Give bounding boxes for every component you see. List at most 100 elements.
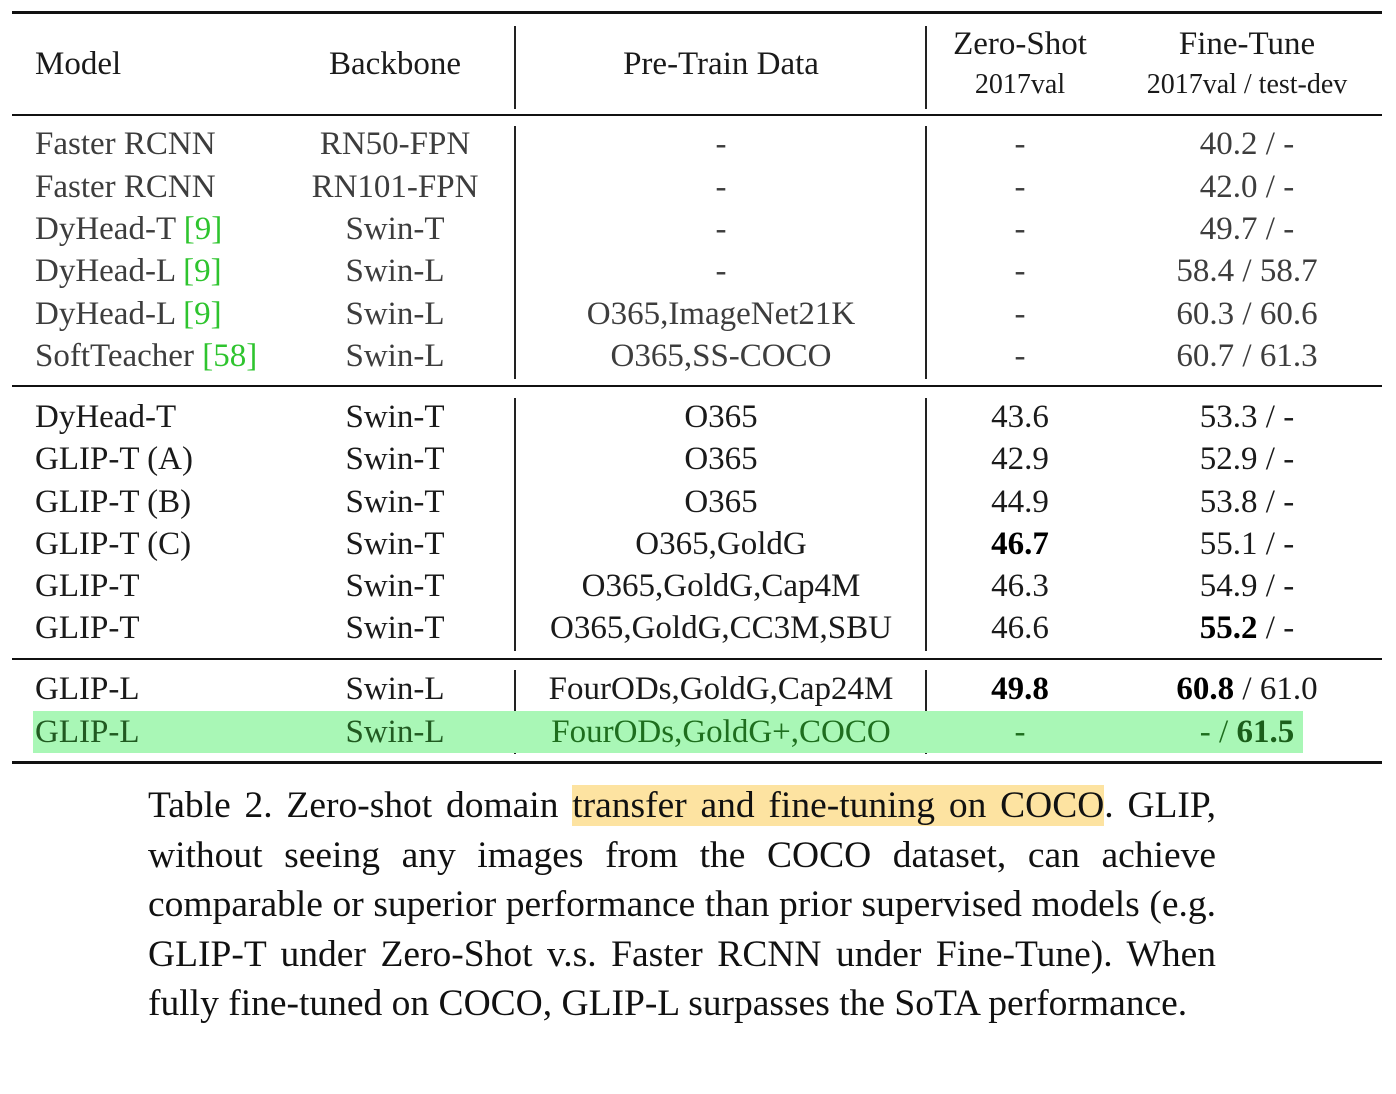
cell-zero-shot: -: [1014, 126, 1026, 162]
cell-zero-shot: 49.8: [930, 668, 1110, 710]
header-fine-tune: Fine-Tune: [1178, 26, 1316, 62]
table-row: Faster RCNN RN101-FPN - - 42.0 / -: [0, 166, 1396, 208]
column-separator: [514, 26, 516, 109]
cell-zero-shot: -: [1014, 338, 1026, 374]
cell-zero-shot: 46.6: [991, 610, 1049, 646]
cell-backbone: Swin-T: [345, 484, 445, 520]
column-separator: [925, 26, 927, 109]
cell-backbone: Swin-L: [345, 714, 445, 750]
cell-fine-tune: 53.3 / -: [1199, 399, 1295, 435]
cell-model: GLIP-T (B): [35, 484, 192, 520]
cell-fine-tune: 40.2 / -: [1199, 126, 1295, 162]
bold-value: 46.7: [991, 526, 1049, 562]
table-row: GLIP-T (A) Swin-T O365 42.9 52.9 / -: [0, 438, 1396, 480]
cell-backbone: Swin-L: [345, 338, 445, 374]
group1-rule: [12, 385, 1382, 387]
bold-value: 55.2: [1199, 610, 1258, 646]
cell-backbone: Swin-T: [345, 399, 445, 435]
caption-highlight: transfer and fine-tuning on COCO: [572, 785, 1105, 826]
cell-backbone: RN101-FPN: [311, 169, 479, 205]
cell-fine-tune: 58.4 / 58.7: [1176, 253, 1318, 289]
table-row: SoftTeacher [58] Swin-L O365,SS-COCO - 6…: [0, 335, 1396, 377]
cell-pretrain-data: O365: [684, 484, 758, 520]
cell-backbone: Swin-T: [345, 610, 445, 646]
cell-zero-shot: 42.9: [991, 441, 1049, 477]
cell-model: Faster RCNN: [35, 126, 216, 162]
header-pretrain-data: Pre-Train Data: [623, 46, 819, 82]
cell-zero-shot: -: [1014, 714, 1026, 750]
cell-model: DyHead-T: [35, 399, 177, 435]
citation-link[interactable]: [9]: [183, 296, 222, 332]
cell-pretrain-data: -: [715, 211, 727, 247]
header-fine-tune-sub: 2017val / test-dev: [1146, 69, 1348, 100]
column-separator: [925, 126, 927, 379]
header-rule: [12, 114, 1382, 116]
cell-model: GLIP-L: [35, 671, 140, 707]
cell-model: DyHead-L [9]: [35, 296, 222, 332]
column-separator: [514, 126, 516, 379]
table-row: GLIP-T Swin-T O365,GoldG,CC3M,SBU 46.6 5…: [0, 607, 1396, 649]
cell-zero-shot: -: [1014, 296, 1026, 332]
cell-fine-tune: 60.7 / 61.3: [1176, 338, 1318, 374]
cell-model: GLIP-L: [35, 714, 140, 750]
cell-zero-shot: 46.7: [930, 523, 1110, 565]
cell-pretrain-data: O365,SS-COCO: [610, 338, 832, 374]
bold-value: 49.8: [991, 671, 1049, 707]
cell-zero-shot: -: [1014, 253, 1026, 289]
table-row: GLIP-L Swin-L FourODs,GoldG,Cap24M 49.8 …: [0, 668, 1396, 710]
cell-pretrain-data: O365,GoldG: [635, 526, 807, 562]
cell-model: DyHead-T [9]: [35, 211, 223, 247]
table-row: DyHead-L [9] Swin-L O365,ImageNet21K - 6…: [0, 293, 1396, 335]
header-backbone: Backbone: [329, 46, 461, 82]
table-row: GLIP-T (B) Swin-T O365 44.9 53.8 / -: [0, 481, 1396, 523]
cell-fine-tune: 52.9 / -: [1199, 441, 1295, 477]
cell-zero-shot: 43.6: [991, 399, 1049, 435]
cell-fine-tune: 55.2 / -: [1199, 610, 1295, 646]
cell-model: GLIP-T (C): [35, 526, 192, 562]
cell-backbone: Swin-L: [345, 296, 445, 332]
header-model: Model: [35, 46, 122, 82]
cell-fine-tune: 42.0 / -: [1199, 169, 1295, 205]
highlighted-row-background: [33, 711, 1303, 753]
table-row: GLIP-T Swin-T O365,GoldG,Cap4M 46.3 54.9…: [0, 565, 1396, 607]
cell-fine-tune: 49.7 / -: [1199, 211, 1295, 247]
cell-fine-tune: 60.3 / 60.6: [1176, 296, 1318, 332]
cell-pretrain-data: FourODs,GoldG+,COCO: [551, 714, 891, 750]
cell-pretrain-data: -: [715, 126, 727, 162]
citation-link[interactable]: [9]: [183, 211, 223, 247]
cell-zero-shot: 44.9: [991, 484, 1049, 520]
table-row-highlighted: GLIP-L Swin-L FourODs,GoldG+,COCO - - / …: [0, 711, 1396, 753]
citation-link[interactable]: [58]: [202, 338, 258, 374]
cell-backbone: Swin-L: [345, 671, 445, 707]
cell-model: GLIP-T: [35, 610, 140, 646]
cell-backbone: Swin-T: [345, 526, 445, 562]
cell-model: SoftTeacher [58]: [35, 338, 258, 374]
cell-pretrain-data: O365,GoldG,CC3M,SBU: [550, 610, 892, 646]
citation-link[interactable]: [9]: [183, 253, 222, 289]
cell-pretrain-data: O365: [684, 441, 758, 477]
table-row: GLIP-T (C) Swin-T O365,GoldG 46.7 55.1 /…: [0, 523, 1396, 565]
table-caption: Table 2. Zero-shot domain transfer and f…: [148, 785, 1216, 1024]
cell-model: DyHead-L [9]: [35, 253, 222, 289]
cell-pretrain-data: O365,GoldG,Cap4M: [581, 568, 861, 604]
cell-zero-shot: 46.3: [991, 568, 1049, 604]
table-row: Faster RCNN RN50-FPN - - 40.2 / -: [0, 123, 1396, 165]
cell-pretrain-data: -: [715, 169, 727, 205]
cell-pretrain-data: O365: [684, 399, 758, 435]
column-separator: [925, 398, 927, 651]
cell-backbone: Swin-T: [345, 211, 445, 247]
cell-model: GLIP-T: [35, 568, 140, 604]
cell-backbone: Swin-T: [345, 441, 445, 477]
table-bottom-rule: [12, 761, 1382, 764]
header-zero-shot: Zero-Shot: [953, 26, 1087, 62]
cell-model: Faster RCNN: [35, 169, 216, 205]
cell-pretrain-data: O365,ImageNet21K: [586, 296, 856, 332]
header-zero-shot-sub: 2017val: [974, 69, 1066, 100]
cell-backbone: Swin-T: [345, 568, 445, 604]
cell-pretrain-data: -: [715, 253, 727, 289]
bold-value: 61.5: [1236, 714, 1295, 750]
table-top-rule: [12, 11, 1382, 14]
cell-pretrain-data: FourODs,GoldG,Cap24M: [548, 671, 894, 707]
bold-value: 60.8: [1176, 671, 1235, 707]
cell-fine-tune: 55.1 / -: [1199, 526, 1295, 562]
